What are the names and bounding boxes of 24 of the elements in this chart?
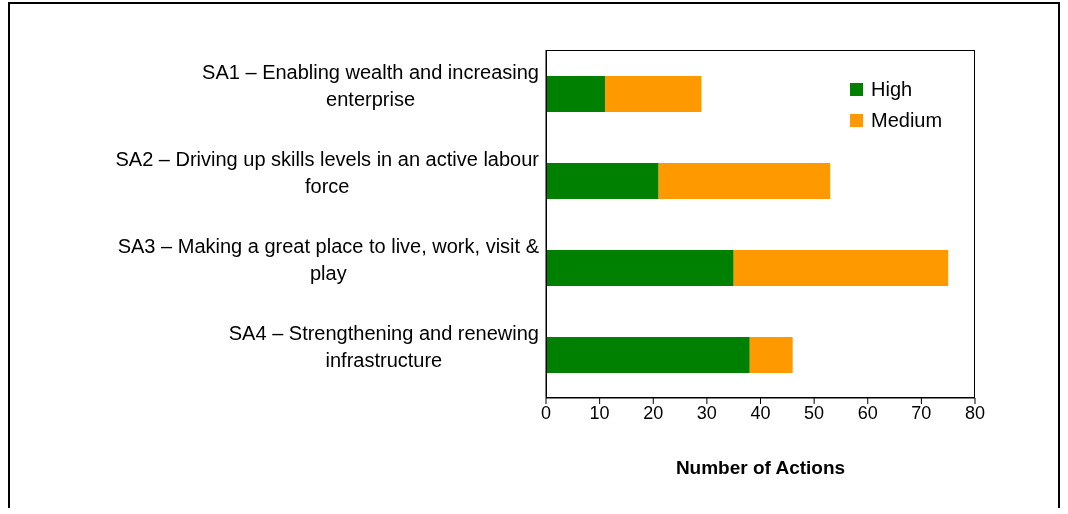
y-tick-label: SA1 – Enabling wealth and increasing enterprise	[202, 61, 540, 110]
y-tick-label: SA4 – Strengthening and renewing infrastructure	[228, 322, 539, 371]
x-tick-label: 30	[696, 402, 717, 423]
y-tick-label: SA2 – Driving up skills levels in an active labour force	[115, 148, 540, 197]
x-tick-label: 60	[857, 402, 878, 423]
bar	[546, 163, 659, 199]
bar	[604, 76, 702, 112]
x-axis-title: Number of Actions	[675, 457, 846, 478]
bar	[546, 337, 750, 373]
x-tick-label: 10	[589, 402, 610, 423]
x-tick-label: 70	[911, 402, 932, 423]
x-tick-label: 40	[750, 402, 771, 423]
x-tick-label: 80	[964, 402, 986, 423]
bar	[733, 250, 949, 286]
bar	[658, 163, 831, 199]
legend-label: Medium	[871, 109, 943, 132]
bar	[546, 250, 734, 286]
x-tick-label: 20	[643, 402, 664, 423]
y-tick-label: SA3 – Making a great place to live, work, visit & play	[117, 235, 540, 284]
x-tick-label: 50	[804, 402, 825, 423]
bar	[546, 76, 605, 112]
x-tick-label: 0	[540, 402, 552, 423]
bar	[749, 337, 793, 373]
legend-label: High	[871, 78, 913, 101]
